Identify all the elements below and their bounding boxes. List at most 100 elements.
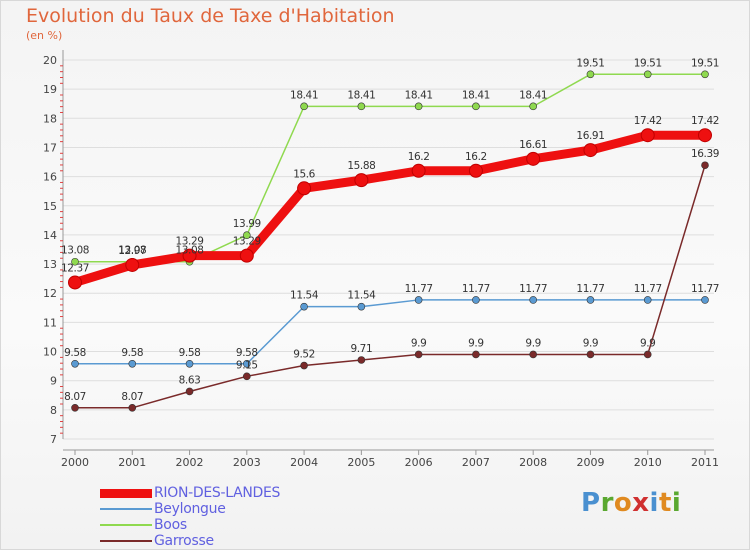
data-label-rion-des-landes: 13.29 [176,236,204,248]
logo-letter: t [658,488,672,518]
legend-item-beylongue: Beylongue [100,501,226,517]
data-point-garrosse [414,350,423,359]
data-point-boos [71,257,79,266]
x-tick-label: 2005 [347,456,375,469]
y-tick-label: 16 [43,171,57,184]
data-point-garrosse [643,350,652,359]
data-point-rion-des-landes [583,143,598,158]
logo-letter: i [649,488,659,518]
data-point-garrosse [185,387,194,396]
data-label-boos: 19.51 [576,57,604,69]
data-label-boos: 18.41 [462,89,490,101]
data-label-beylongue: 11.77 [634,283,662,295]
data-label-boos: 18.41 [405,89,433,101]
data-label-rion-des-landes: 16.2 [408,151,430,163]
data-label-boos: 13.99 [233,218,261,230]
data-point-rion-des-landes [468,163,483,178]
data-point-rion-des-landes [411,163,426,178]
legend-label: RION-DES-LANDES [154,485,281,501]
data-point-garrosse [529,350,537,359]
chart-subtitle: (en %) [26,29,63,42]
data-label-beylongue: 9.58 [121,347,143,359]
data-label-rion-des-landes: 13.29 [233,236,261,248]
legend-label: Boos [154,517,187,533]
series-line-garrosse [74,164,706,409]
data-point-garrosse [586,350,595,359]
data-label-beylongue: 9.58 [179,347,201,359]
y-tick-label: 15 [43,200,57,213]
data-label-beylongue: 11.77 [576,283,604,295]
data-point-rion-des-landes [640,128,655,143]
data-point-boos [357,102,366,111]
data-point-garrosse [300,361,308,370]
x-tick-label: 2011 [691,456,719,469]
logo-letter: r [600,488,614,518]
data-label-rion-des-landes: 12.37 [61,262,89,274]
y-tick-label: 8 [50,404,57,417]
data-label-rion-des-landes: 15.88 [347,160,375,172]
data-label-garrosse: 9.71 [350,343,372,355]
y-tick-label: 10 [43,346,57,359]
data-label-boos: 18.41 [347,89,375,101]
data-label-beylongue: 9.58 [64,347,86,359]
data-point-rion-des-landes [182,248,197,263]
data-label-garrosse: 9.9 [525,337,541,349]
data-point-garrosse [357,356,366,364]
data-label-rion-des-landes: 12.97 [118,245,146,257]
x-tick-label: 2001 [118,456,146,469]
data-label-boos: 13.08 [118,245,146,257]
data-label-garrosse: 9.9 [640,337,656,349]
data-label-garrosse: 8.07 [121,391,143,403]
data-point-garrosse [472,350,480,359]
y-tick-label: 20 [43,54,57,67]
data-label-beylongue: 11.77 [691,283,719,295]
data-point-garrosse [243,372,251,381]
data-label-rion-des-landes: 15.6 [293,168,315,180]
data-point-beylongue [357,302,366,311]
series-line-boos [74,73,706,263]
legend-swatch [100,488,152,498]
data-point-rion-des-landes [125,257,140,272]
data-label-garrosse: 16.39 [691,148,719,160]
data-label-boos: 13.08 [176,245,204,257]
series-line-rion-des-landes [70,130,710,287]
logo-letter: o [613,488,633,518]
data-point-beylongue [243,359,251,368]
data-point-beylongue [472,296,480,304]
data-label-garrosse: 9.9 [468,337,484,349]
data-point-rion-des-landes [698,128,712,143]
data-label-garrosse: 9.52 [293,349,315,361]
data-point-boos [414,102,423,111]
proxiti-logo: Proxiti [581,488,681,518]
y-tick-label: 12 [43,287,57,300]
y-tick-label: 14 [43,229,57,242]
x-tick-label: 2004 [290,456,318,469]
data-label-boos: 13.08 [61,245,89,257]
x-tick-label: 2000 [61,456,89,469]
legend-item-rion-des-landes: RION-DES-LANDES [100,485,281,501]
data-point-beylongue [701,296,709,304]
legend-label: Beylongue [154,501,226,517]
data-point-boos [701,70,709,79]
data-point-boos [300,102,308,111]
legend-item-boos: Boos [100,517,187,533]
data-point-boos [529,102,537,111]
data-label-rion-des-landes: 16.61 [519,139,547,151]
data-point-garrosse [128,404,137,412]
data-point-beylongue [643,296,652,304]
legend-swatch [100,540,152,542]
data-label-boos: 19.51 [634,57,662,69]
data-label-rion-des-landes: 16.91 [576,130,604,142]
data-point-rion-des-landes [354,173,369,188]
legend-swatch [100,524,152,526]
data-point-rion-des-landes [297,181,312,196]
data-label-rion-des-landes: 17.42 [634,115,662,127]
y-tick-label: 11 [43,316,57,329]
data-point-beylongue [128,359,137,368]
logo-letter: i [671,488,682,518]
data-label-beylongue: 11.54 [290,290,319,302]
data-label-rion-des-landes: 16.2 [465,151,487,163]
x-tick-label: 2008 [519,456,547,469]
x-tick-label: 2002 [176,456,204,469]
